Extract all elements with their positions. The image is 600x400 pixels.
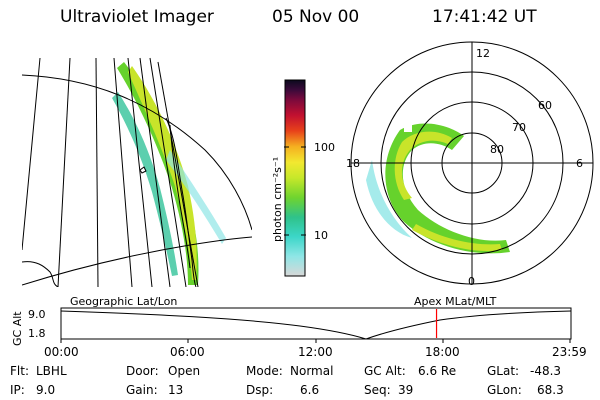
polar-aurora-oval: [385, 123, 510, 254]
polar-aurora-core-south: [412, 224, 502, 252]
aurora-diffuse: [166, 150, 226, 244]
filter-label: Flt:: [10, 364, 29, 378]
timeline-xtick-1200: 12:00: [298, 345, 333, 359]
timeline-ytick-bottom: 1.8: [28, 327, 46, 340]
instrument-title: Ultraviolet Imager: [60, 7, 214, 27]
latitude-grid: [22, 74, 252, 286]
mlat-label-60: 60: [538, 99, 552, 112]
polar-data-gap: [404, 124, 412, 132]
glon-value: 68.3: [537, 383, 564, 397]
timeline-xticks: [60, 339, 571, 343]
polar-panel-caption: Apex MLat/MLT: [414, 295, 497, 308]
mlat-label-80: 80: [490, 143, 504, 156]
colorbar: [284, 79, 306, 277]
polar-aurora-diffuse: [366, 160, 412, 238]
longitude-grid: [22, 57, 199, 287]
gcalt-label: GC Alt:: [364, 364, 406, 378]
seq-label: Seq:: [364, 383, 391, 397]
mlat-label-70: 70: [512, 121, 526, 134]
mlt-label-12: 12: [476, 47, 490, 60]
mlt-label-0: 0: [468, 275, 475, 288]
gain-label: Gain:: [126, 383, 158, 397]
colorbar-tick-10: 10: [314, 229, 328, 242]
timeline-ytick-top: 9.0: [28, 308, 46, 321]
observation-date: 05 Nov 00: [272, 7, 360, 27]
mode-label: Mode:: [246, 364, 283, 378]
mlt-label-6: 6: [576, 157, 583, 170]
gcalt-value: 6.6 Re: [418, 364, 457, 378]
timeline-xtick-1800: 18:00: [425, 345, 460, 359]
aurora-band-inner: [112, 92, 178, 276]
timeline-xtick-0000: 00:00: [44, 345, 79, 359]
aurora-band-outer: [117, 62, 199, 285]
ip-value: 9.0: [36, 383, 56, 397]
colorbar-tick-100: 100: [314, 141, 335, 154]
dsp-value: 6.6: [300, 383, 320, 397]
mlt-label-18: 18: [346, 157, 360, 170]
dsp-label: Dsp:: [246, 383, 274, 397]
polar-grid: [350, 41, 594, 285]
polar-aurora-core: [394, 131, 452, 200]
timeline-xtick-2359: 23:59: [552, 345, 587, 359]
left-panel-caption: Geographic Lat/Lon: [70, 295, 178, 308]
door-value: Open: [168, 364, 201, 378]
timeline-xtick-0600: 06:00: [170, 345, 205, 359]
ip-label: IP:: [10, 383, 25, 397]
filter-value: LBHL: [36, 364, 67, 378]
door-label: Door:: [126, 364, 159, 378]
altitude-trace: [60, 310, 572, 340]
mode-value: Normal: [290, 364, 334, 378]
coastline: [22, 117, 197, 287]
glon-label: GLon:: [487, 383, 522, 397]
glat-value: -48.3: [530, 364, 562, 378]
seq-value: 39: [398, 383, 414, 397]
gain-value: 13: [168, 383, 184, 397]
glat-label: GLat:: [487, 364, 520, 378]
timeline-frame: [60, 307, 572, 340]
observation-time: 17:41:42 UT: [432, 7, 537, 27]
